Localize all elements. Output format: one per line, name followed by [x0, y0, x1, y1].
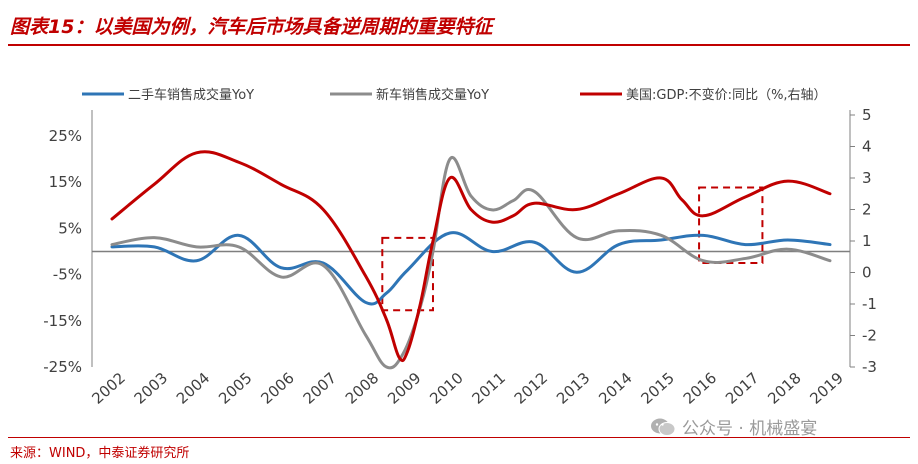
series-line-3: [110, 150, 832, 363]
x-tick-label: 2014: [595, 369, 635, 408]
x-tick-label: 2010: [426, 369, 466, 408]
left-tick-label: 15%: [49, 173, 82, 191]
x-tick-label: 2004: [173, 369, 213, 408]
x-tick-label: 2005: [215, 369, 255, 408]
right-tick-label: 3: [862, 169, 872, 187]
x-tick-label: 2016: [680, 369, 720, 408]
right-tick-label: -2: [862, 327, 877, 345]
right-tick-label: 1: [862, 232, 872, 250]
x-tick-label: 2015: [638, 369, 678, 408]
x-tick-label: 2018: [764, 369, 804, 408]
chart-title: 图表15：以美国为例，汽车后市场具备逆周期的重要特征: [10, 16, 493, 38]
right-tick-label: 4: [862, 138, 872, 156]
dashed-highlight-box: [698, 186, 764, 265]
legend-label: 美国:GDP:不变价:同比（%,右轴）: [626, 87, 827, 103]
x-tick-label: 2008: [342, 369, 382, 408]
x-tick-label: 2013: [553, 369, 593, 408]
left-y-axis: 25% 15% 5% -5% -15% -25%: [43, 110, 850, 376]
right-tick-label: -1: [862, 295, 877, 313]
x-tick-label: 2012: [511, 369, 551, 408]
legend-label: 新车销售成交量YoY: [376, 87, 489, 103]
series-lines: [110, 150, 832, 370]
x-tick-label: 2006: [257, 369, 297, 408]
left-tick-label: -25%: [43, 358, 82, 376]
series-line-1: [110, 231, 832, 306]
x-tick-label: 2009: [384, 369, 424, 408]
annotation-boxes: [381, 186, 764, 312]
right-tick-label: 5: [862, 106, 872, 124]
legend-label: 二手车销售成交量YoY: [128, 87, 254, 103]
x-tick-label: 2007: [300, 369, 340, 408]
x-tick-label: 2003: [131, 369, 171, 408]
title-divider: [8, 44, 910, 46]
source-note: 来源：WIND，中泰证券研究所: [10, 446, 190, 461]
legend: 二手车销售成交量YoY 新车销售成交量YoY 美国:GDP:不变价:同比（%,右轴）: [82, 87, 827, 103]
right-tick-label: 2: [862, 201, 872, 219]
wechat-icon: [651, 418, 676, 436]
footer-divider: [8, 437, 910, 438]
x-tick-label: 2017: [722, 369, 762, 408]
right-tick-label: -3: [862, 358, 877, 376]
left-tick-label: 25%: [49, 127, 82, 145]
x-tick-label: 2002: [88, 369, 128, 408]
right-y-axis: 5 4 3 2 1 0 -1 -2 -3: [849, 106, 877, 376]
watermark: 公众号 · 机械盛宴: [650, 414, 817, 439]
right-tick-label: 0: [862, 264, 872, 282]
dashed-highlight-box: [381, 236, 434, 312]
x-tick-label: 2019: [806, 369, 846, 408]
left-tick-label: 5%: [58, 219, 82, 237]
x-tick-label: 2011: [469, 369, 509, 408]
left-tick-label: -5%: [53, 266, 82, 284]
left-tick-label: -15%: [43, 312, 82, 330]
watermark-text: 公众号 · 机械盛宴: [682, 419, 818, 439]
series-line-2: [110, 155, 832, 370]
x-axis: 2002 2003 2004 2005 2006 2007 2008 2009 2010 2011…: [88, 369, 846, 408]
